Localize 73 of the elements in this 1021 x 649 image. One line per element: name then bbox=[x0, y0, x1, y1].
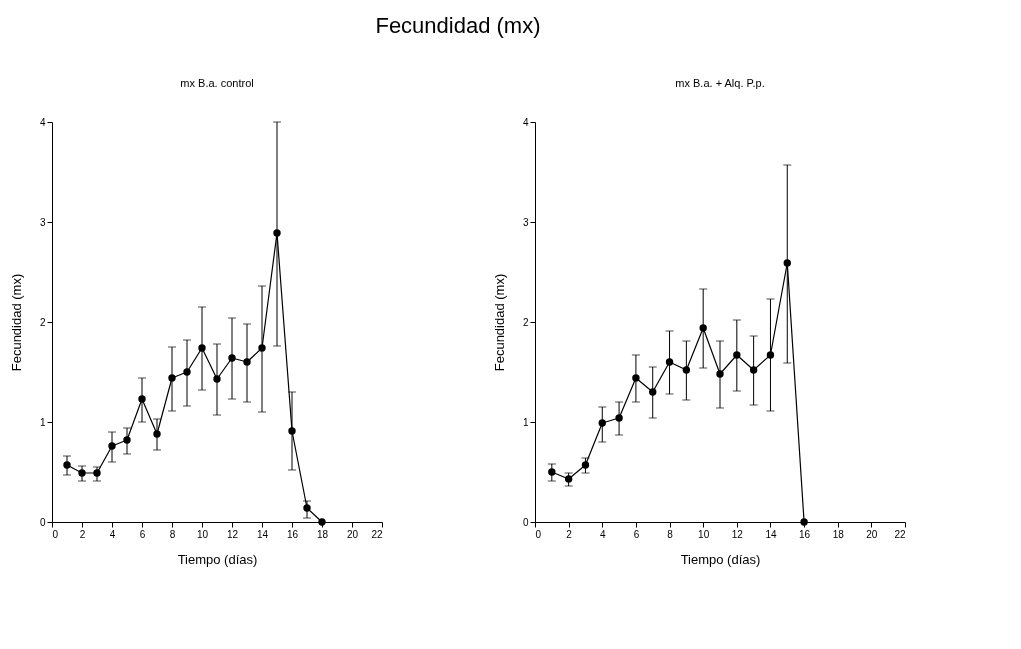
x-tick-label: 20 bbox=[866, 528, 878, 540]
x-tick-label: 12 bbox=[226, 528, 239, 540]
x-tick-label: 18 bbox=[832, 528, 845, 540]
x-tick-label: 16 bbox=[799, 528, 811, 540]
point bbox=[138, 395, 146, 403]
y-tick-label: 0 bbox=[522, 516, 529, 528]
point bbox=[548, 468, 556, 476]
point bbox=[243, 358, 251, 366]
point bbox=[783, 259, 791, 267]
point bbox=[615, 414, 623, 422]
x-tick-label: 0 bbox=[535, 528, 542, 540]
y-tick-label: 3 bbox=[522, 216, 529, 228]
point bbox=[78, 469, 86, 477]
point bbox=[632, 374, 640, 382]
point bbox=[213, 375, 221, 383]
chart-subtitle: mx B.a. control bbox=[180, 77, 254, 89]
point bbox=[288, 427, 296, 435]
x-axis-title: Tiempo (días) bbox=[680, 551, 761, 567]
chart-subtitle: mx B.a. + Alq. P.p. bbox=[675, 77, 765, 89]
point bbox=[228, 354, 236, 362]
point bbox=[123, 436, 131, 444]
y-axis-title: Fecundidad (mx) bbox=[491, 273, 507, 372]
point bbox=[108, 442, 116, 450]
point bbox=[682, 366, 691, 374]
y-tick-label: 2 bbox=[522, 316, 529, 328]
point bbox=[564, 475, 573, 483]
point bbox=[598, 419, 606, 427]
x-tick-label: 2 bbox=[79, 528, 86, 540]
x-tick-label: 2 bbox=[566, 528, 573, 540]
point bbox=[581, 461, 590, 469]
x-tick-label: 12 bbox=[731, 528, 744, 540]
point bbox=[749, 366, 758, 374]
point bbox=[303, 504, 311, 512]
x-tick-label: 8 bbox=[169, 528, 176, 540]
point bbox=[273, 229, 281, 237]
y-tick-label: 2 bbox=[39, 316, 46, 328]
point bbox=[766, 351, 775, 359]
text: Fecundidad (mx) bbox=[375, 13, 541, 38]
point bbox=[665, 358, 674, 366]
y-tick-label: 4 bbox=[522, 116, 529, 128]
x-tick-label: 10 bbox=[698, 528, 710, 540]
point bbox=[183, 368, 191, 376]
point bbox=[258, 344, 266, 352]
x-tick-label: 4 bbox=[109, 528, 116, 540]
point bbox=[733, 351, 741, 359]
x-tick-label: 6 bbox=[139, 528, 146, 540]
point bbox=[649, 388, 657, 396]
x-tick-label: 22 bbox=[371, 528, 383, 540]
y-tick-label: 0 bbox=[39, 516, 46, 528]
x-tick-label: 20 bbox=[346, 528, 359, 540]
x-tick-label: 14 bbox=[256, 528, 269, 540]
y-axis-title: Fecundidad (mx) bbox=[8, 273, 24, 372]
x-axis-title: Tiempo (días) bbox=[177, 551, 258, 567]
point bbox=[699, 324, 707, 332]
x-tick-label: 16 bbox=[286, 528, 299, 540]
x-tick-label: 18 bbox=[316, 528, 329, 540]
x-tick-label: 4 bbox=[599, 528, 606, 540]
x-tick-label: 0 bbox=[52, 528, 59, 540]
point bbox=[63, 461, 71, 469]
x-tick-label: 6 bbox=[633, 528, 640, 540]
point bbox=[168, 374, 176, 382]
y-tick-label: 3 bbox=[39, 216, 46, 228]
y-tick-label: 4 bbox=[39, 116, 46, 128]
y-tick-label: 1 bbox=[39, 416, 46, 428]
x-tick-label: 22 bbox=[894, 528, 906, 540]
point bbox=[716, 370, 724, 378]
x-tick-label: 14 bbox=[765, 528, 777, 540]
point bbox=[198, 344, 206, 352]
point bbox=[93, 469, 101, 477]
x-tick-label: 8 bbox=[667, 528, 674, 540]
point bbox=[153, 430, 161, 438]
y-tick-label: 1 bbox=[522, 416, 529, 428]
x-tick-label: 10 bbox=[196, 528, 209, 540]
